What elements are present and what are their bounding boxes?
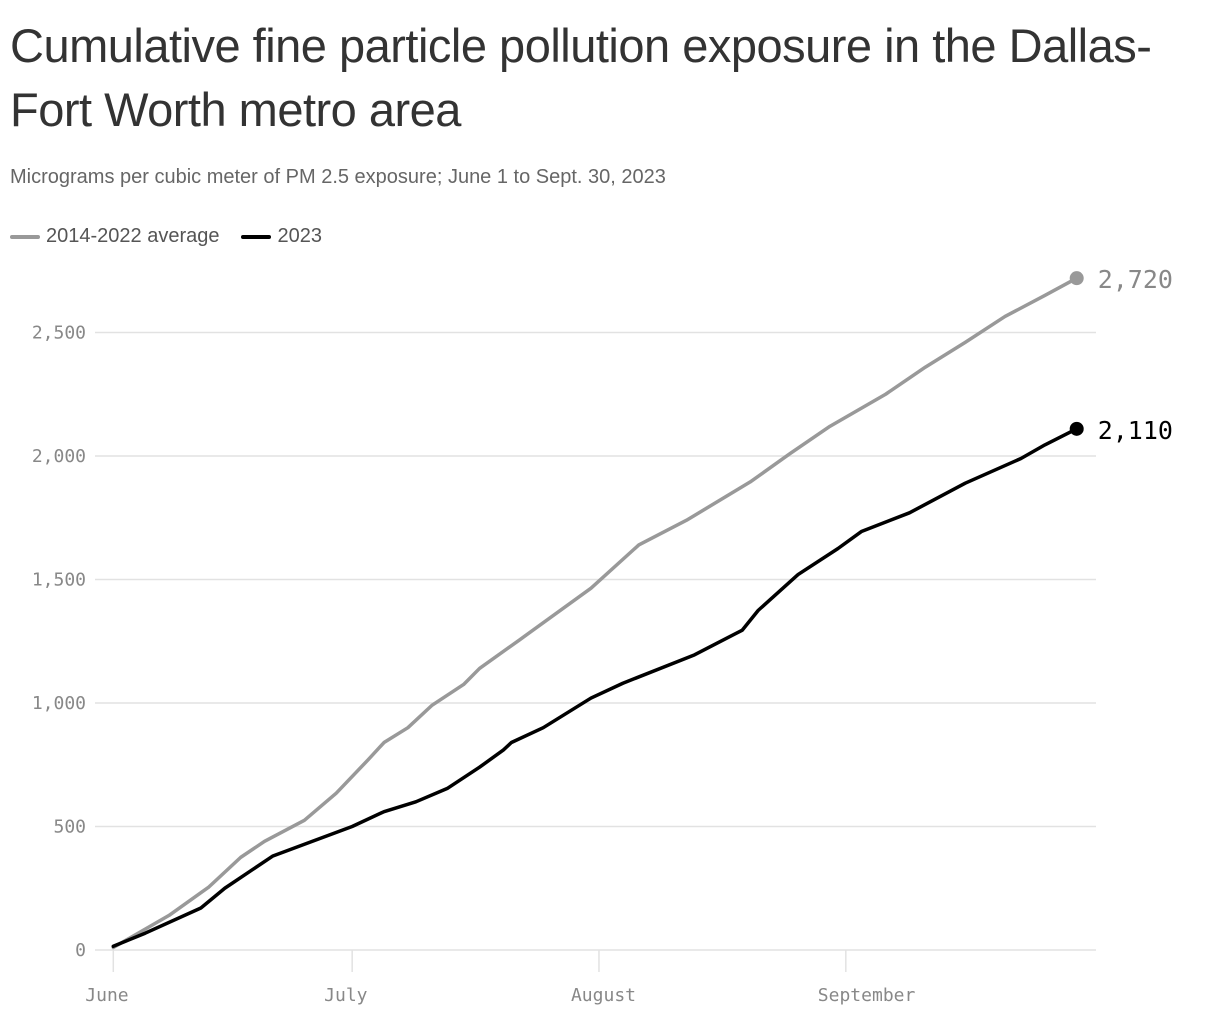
y-tick-label: 2,000 <box>32 446 86 467</box>
end-point-marker <box>1069 271 1084 286</box>
y-tick-label: 500 <box>53 817 86 838</box>
legend-swatch-2023 <box>241 234 272 239</box>
end-value-label: 2,720 <box>1098 265 1173 294</box>
legend-swatch-average <box>10 234 40 239</box>
legend-label-average: 2014-2022 average <box>46 225 220 247</box>
end-value-label: 2,110 <box>1098 416 1173 445</box>
legend-item-2023: 2023 <box>241 225 322 248</box>
series-line-average <box>111 276 1079 950</box>
legend: 2014-2022 average 2023 <box>10 225 344 248</box>
y-tick-label: 1,000 <box>32 693 86 714</box>
legend-label-2023: 2023 <box>277 225 322 247</box>
legend-item-average: 2014-2022 average <box>10 225 219 248</box>
x-tick-label: September <box>818 985 916 1006</box>
chart-title: Cumulative fine particle pollution expos… <box>10 19 1152 136</box>
x-tick-label: August <box>571 985 636 1006</box>
y-tick-label: 1,500 <box>32 570 86 591</box>
x-tick-label: July <box>324 985 368 1006</box>
x-tick-label: June <box>85 985 128 1006</box>
end-point-marker <box>1069 421 1084 436</box>
series-line-2023 <box>111 427 1079 949</box>
chart-subtitle: Micrograms per cubic meter of PM 2.5 exp… <box>10 166 666 188</box>
y-tick-label: 2,500 <box>32 323 86 344</box>
y-tick-label: 0 <box>75 940 86 961</box>
